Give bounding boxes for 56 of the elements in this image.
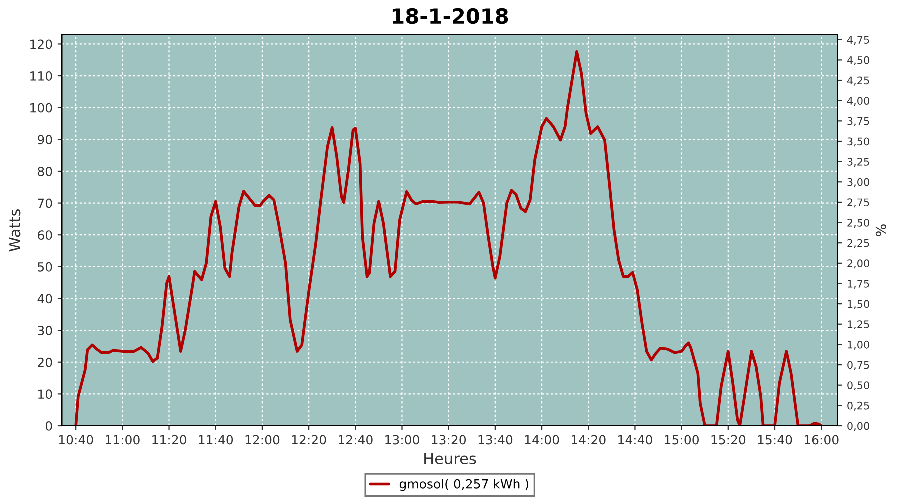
legend-label: gmosol( 0,257 kWh ) — [400, 479, 528, 492]
y2-tick-label: 3,00 — [848, 178, 870, 188]
y-tick-label: 0 — [46, 421, 52, 431]
x-tick-label: 13:20 — [432, 435, 466, 445]
y-axis-title: Watts — [9, 210, 21, 252]
x-tick-label: 11:20 — [152, 435, 186, 445]
y2-tick-label: 4,75 — [847, 36, 870, 46]
x-tick-label: 14:20 — [572, 435, 606, 445]
x-tick-label: 13:40 — [478, 435, 513, 445]
x-tick-label: 15:40 — [758, 435, 792, 445]
y-tick-label: 10 — [38, 390, 52, 400]
x-tick-label: 11:00 — [106, 435, 140, 445]
y2-axis-title: % — [876, 224, 886, 236]
y2-tick-label: 1,25 — [848, 320, 870, 330]
y-tick-label: 50 — [38, 262, 52, 272]
y2-tick-label: 2,25 — [848, 239, 870, 248]
y2-tick-label: 1,00 — [848, 340, 870, 350]
x-tick-label: 11:40 — [199, 435, 234, 445]
y2-tick-label: 0,50 — [848, 382, 870, 391]
y2-tick-label: 0,00 — [848, 422, 870, 432]
y-tick-label: 100 — [30, 103, 52, 113]
y-tick-label: 40 — [38, 294, 52, 304]
y-tick-label: 90 — [38, 135, 52, 145]
x-tick-label: 14:40 — [618, 435, 652, 445]
x-tick-label: 12:20 — [292, 435, 326, 445]
y-tick-label: 80 — [38, 166, 52, 176]
y-tick-label: 60 — [38, 230, 52, 240]
x-tick-label: 15:20 — [712, 435, 746, 445]
y2-tick-label: 2,00 — [848, 260, 870, 269]
x-tick-label: 15:00 — [665, 435, 699, 445]
y2-tick-label: 3,50 — [848, 138, 870, 147]
x-tick-label: 16:00 — [804, 435, 839, 445]
x-tick-label: 13:00 — [386, 435, 420, 445]
y2-tick-label: 0,25 — [848, 402, 870, 411]
y2-tick-label: 3,75 — [848, 117, 870, 126]
y2-tick-label: 2,75 — [848, 198, 870, 208]
chart-title: 18-1-2018 — [392, 8, 508, 24]
y-tick-label: 120 — [30, 40, 52, 50]
x-tick-label: 10:40 — [59, 435, 94, 445]
y2-tick-label: 0,75 — [848, 361, 870, 370]
x-axis-title: Heures — [424, 453, 476, 465]
y-tick-label: 70 — [38, 198, 52, 208]
x-tick-label: 14:00 — [525, 435, 560, 445]
y2-tick-label: 2,50 — [848, 219, 870, 228]
y2-tick-label: 4,50 — [847, 56, 870, 66]
y2-tick-label: 4,00 — [847, 97, 870, 106]
y-tick-label: 20 — [38, 358, 52, 368]
line-series — [74, 50, 823, 426]
y2-tick-label: 4,25 — [847, 76, 870, 86]
y-tick-label: 30 — [38, 326, 52, 336]
y2-tick-label: 3,25 — [848, 158, 870, 167]
y2-tick-label: 1,75 — [848, 280, 870, 289]
x-tick-label: 12:00 — [246, 435, 280, 445]
x-tick-label: 12:40 — [339, 435, 373, 445]
y-tick-label: 110 — [30, 72, 52, 81]
y2-tick-label: 1,50 — [848, 300, 870, 310]
